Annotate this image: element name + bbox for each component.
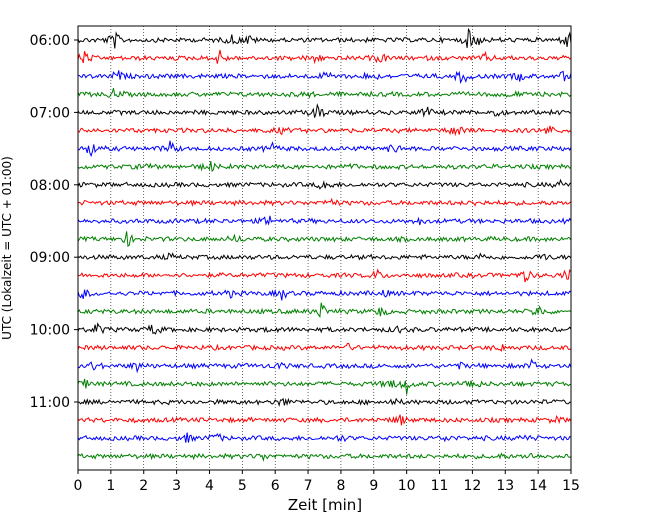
y-tick-label-11:00: 11:00	[30, 395, 70, 411]
trace-1115	[77, 414, 572, 426]
seismogram-traces	[77, 27, 572, 462]
x-tick-label-3: 3	[172, 478, 181, 494]
trace-0615	[77, 49, 572, 65]
trace-1015	[77, 342, 572, 352]
x-tick-label-7: 7	[304, 478, 313, 494]
trace-0800	[77, 178, 572, 190]
y-tick-label-08:00: 08:00	[30, 178, 70, 194]
y-axis-ticks: 06:00 07:00 08:00 09:00 10:00 11:00	[30, 33, 78, 411]
x-axis-ticks: 0 1 2 3 4 5 6 7 8 9 10 11 12 13 14 15	[74, 470, 580, 494]
trace-0915	[77, 268, 572, 283]
trace-0930	[77, 288, 572, 301]
trace-0730	[77, 140, 572, 158]
x-axis-label: Zeit [min]	[288, 496, 362, 514]
x-tick-label-13: 13	[496, 478, 514, 494]
trace-1100	[77, 397, 572, 408]
trace-0715	[77, 125, 572, 137]
vertical-gridlines	[110, 26, 539, 470]
x-tick-label-10: 10	[398, 478, 416, 494]
x-tick-label-4: 4	[205, 478, 214, 494]
trace-0645	[77, 88, 572, 99]
trace-0630	[77, 70, 572, 85]
y-tick-label-07:00: 07:00	[30, 105, 70, 121]
x-tick-label-8: 8	[336, 478, 345, 494]
x-tick-label-5: 5	[238, 478, 247, 494]
x-tick-label-1: 1	[106, 478, 115, 494]
y-tick-label-10:00: 10:00	[30, 323, 70, 339]
x-tick-label-15: 15	[562, 478, 580, 494]
y-axis-label: UTC (Lokalzeit = UTC + 01:00)	[0, 156, 14, 340]
trace-1145	[77, 452, 572, 462]
trace-0815	[77, 197, 572, 207]
y-tick-label-09:00: 09:00	[30, 250, 70, 266]
x-tick-label-14: 14	[529, 478, 547, 494]
trace-0745	[77, 160, 572, 173]
x-tick-label-11: 11	[431, 478, 449, 494]
trace-1000	[77, 322, 572, 335]
trace-0945	[77, 302, 572, 319]
trace-0845	[77, 231, 572, 248]
trace-0600	[77, 27, 572, 49]
x-tick-label-12: 12	[463, 478, 481, 494]
trace-1130	[77, 432, 572, 443]
x-tick-label-6: 6	[271, 478, 280, 494]
trace-0830	[77, 215, 572, 226]
trace-1045	[77, 378, 572, 395]
trace-0900	[77, 252, 572, 261]
trace-0700	[77, 103, 572, 118]
plot-frame	[77, 25, 572, 471]
x-tick-label-9: 9	[369, 478, 378, 494]
x-tick-label-0: 0	[74, 478, 83, 494]
x-tick-label-2: 2	[139, 478, 148, 494]
trace-1030	[77, 358, 572, 374]
y-tick-label-06:00: 06:00	[30, 33, 70, 49]
